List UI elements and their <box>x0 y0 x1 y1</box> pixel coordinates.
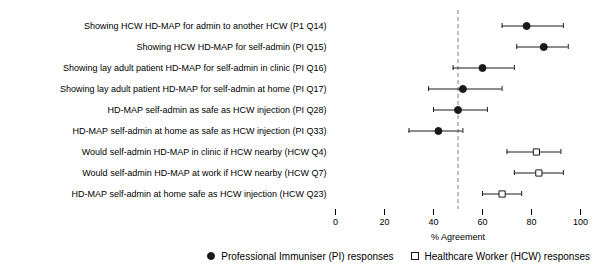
svg-text:Showing lay adult patient HD-M: Showing lay adult patient HD-MAP for sel… <box>63 63 326 73</box>
svg-text:Would self-admin HD-MAP in cli: Would self-admin HD-MAP in clinic if HCW… <box>82 147 327 157</box>
svg-text:% Agreement: % Agreement <box>431 232 486 242</box>
svg-text:HD-MAP self-admin as safe as H: HD-MAP self-admin as safe as HCW injecti… <box>108 105 327 115</box>
svg-text:60: 60 <box>477 217 487 227</box>
svg-text:HD-MAP self-admin at home as s: HD-MAP self-admin at home as safe as HCW… <box>73 126 327 136</box>
svg-text:80: 80 <box>526 217 536 227</box>
svg-text:Showing HCW HD-MAP for admin t: Showing HCW HD-MAP for admin to another … <box>84 21 326 31</box>
svg-text:HD-MAP self-admin at home safe: HD-MAP self-admin at home safe as HCW in… <box>72 189 327 199</box>
html-text:Professional Immuniser (PI) re: Professional Immuniser (PI) responses <box>221 250 394 262</box>
svg-text:20: 20 <box>379 217 389 227</box>
svg-text:Showing HCW HD-MAP for self-ad: Showing HCW HD-MAP for self-admin (PI Q1… <box>137 42 327 52</box>
html-text:Healthcare Worker (HCW) respon: Healthcare Worker (HCW) responses <box>424 250 590 262</box>
svg-text:Would self-admin HD-MAP at wor: Would self-admin HD-MAP at work if HCW n… <box>82 168 326 178</box>
svg-text:Showing lay adult patient HD-M: Showing lay adult patient HD-MAP for sel… <box>60 84 326 94</box>
svg-text:0: 0 <box>333 217 338 227</box>
svg-text:40: 40 <box>428 217 438 227</box>
svg-text:100: 100 <box>573 217 588 227</box>
